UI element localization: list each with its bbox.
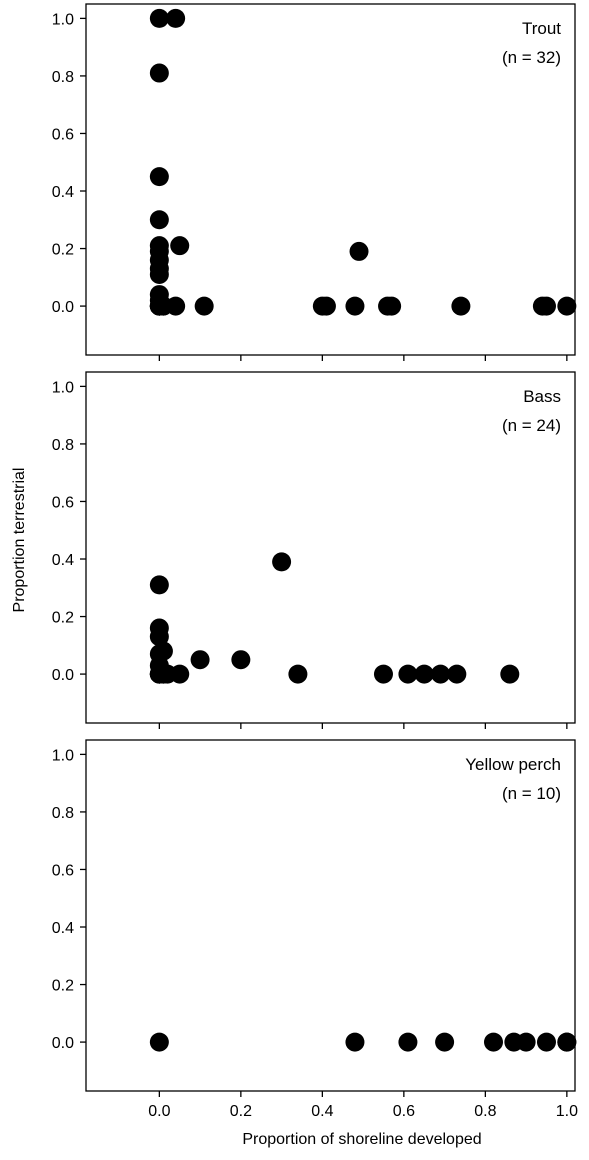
y-tick-label: 0.0 bbox=[52, 1035, 74, 1052]
y-tick-label: 0.6 bbox=[52, 126, 74, 143]
x-tick-label: 0.2 bbox=[230, 1103, 252, 1120]
data-point bbox=[398, 1032, 418, 1052]
data-point bbox=[153, 641, 173, 661]
data-point bbox=[288, 664, 308, 684]
data-point bbox=[500, 664, 520, 684]
data-point bbox=[149, 210, 169, 230]
data-point bbox=[345, 296, 365, 316]
data-point bbox=[373, 664, 393, 684]
x-tick-label: 0.4 bbox=[311, 1103, 333, 1120]
y-tick-label: 0.4 bbox=[52, 920, 74, 937]
data-point bbox=[382, 296, 402, 316]
data-point bbox=[194, 296, 214, 316]
data-point bbox=[345, 1032, 365, 1052]
panel-1: 0.0 0.2 0.4 0.6 0.8 1.0 Trout (n = 32) bbox=[52, 3, 577, 361]
data-point bbox=[149, 264, 169, 284]
panel-title: Trout bbox=[522, 19, 561, 38]
y-tick-label: 0.0 bbox=[52, 299, 74, 316]
plot-frame bbox=[85, 3, 576, 356]
data-point bbox=[170, 664, 190, 684]
data-point bbox=[149, 63, 169, 83]
data-point bbox=[516, 1032, 536, 1052]
data-point bbox=[398, 664, 418, 684]
x-axis-label: Proportion of shoreline developed bbox=[242, 1131, 481, 1148]
data-point bbox=[557, 1032, 577, 1052]
data-point bbox=[149, 1032, 169, 1052]
data-point bbox=[316, 296, 336, 316]
y-tick-label: 1.0 bbox=[52, 379, 74, 396]
data-point bbox=[435, 1032, 455, 1052]
panel-sample-size: (n = 32) bbox=[502, 48, 561, 67]
panel-title: Bass bbox=[523, 387, 561, 406]
data-point bbox=[451, 296, 471, 316]
data-point bbox=[149, 167, 169, 187]
panel-title: Yellow perch bbox=[465, 755, 561, 774]
x-tick-label: 0.6 bbox=[393, 1103, 415, 1120]
y-tick-label: 0.2 bbox=[52, 610, 74, 627]
data-point bbox=[431, 664, 451, 684]
panel-2: 0.0 0.2 0.4 0.6 0.8 1.0 Bass (n = 24) bbox=[52, 371, 576, 729]
data-point bbox=[149, 8, 169, 28]
y-tick-label: 0.6 bbox=[52, 862, 74, 879]
data-point bbox=[149, 575, 169, 595]
y-tick-label: 0.8 bbox=[52, 805, 74, 822]
y-tick-label: 0.2 bbox=[52, 978, 74, 995]
data-point bbox=[557, 296, 577, 316]
data-point bbox=[170, 236, 190, 256]
data-point bbox=[190, 650, 210, 670]
y-tick-label: 0.4 bbox=[52, 552, 74, 569]
data-point bbox=[536, 296, 556, 316]
data-point bbox=[149, 664, 169, 684]
data-point bbox=[484, 1032, 503, 1052]
data-point bbox=[536, 1032, 556, 1052]
y-tick-label: 0.4 bbox=[52, 184, 74, 201]
plot-frame bbox=[85, 371, 576, 724]
y-axis-label: Proportion terrestrial bbox=[11, 468, 28, 613]
y-tick-label: 0.8 bbox=[52, 437, 74, 454]
y-tick-label: 0.6 bbox=[52, 494, 74, 511]
data-point bbox=[447, 664, 467, 684]
plot-frame bbox=[85, 739, 576, 1092]
panel-3: 0.0 0.2 0.4 0.6 0.8 1.0 0.0 0.2 0.4 0.6 0.8 1.0 Yell… bbox=[52, 739, 578, 1120]
x-tick-label: 1.0 bbox=[556, 1103, 578, 1120]
x-tick-label: 0.0 bbox=[148, 1103, 170, 1120]
y-tick-label: 0.2 bbox=[52, 242, 74, 259]
panel-sample-size: (n = 24) bbox=[502, 416, 561, 435]
y-tick-label: 0.8 bbox=[52, 69, 74, 86]
data-point bbox=[414, 664, 434, 684]
x-tick-label: 0.8 bbox=[474, 1103, 496, 1120]
y-tick-label: 1.0 bbox=[52, 11, 74, 28]
data-point bbox=[231, 650, 251, 670]
data-point bbox=[153, 296, 173, 316]
panel-sample-size: (n = 10) bbox=[502, 784, 561, 803]
data-point bbox=[349, 241, 369, 261]
data-point bbox=[272, 552, 292, 572]
y-tick-label: 0.0 bbox=[52, 667, 74, 684]
data-point bbox=[166, 8, 186, 28]
y-tick-label: 1.0 bbox=[52, 747, 74, 764]
data-point bbox=[149, 627, 169, 647]
